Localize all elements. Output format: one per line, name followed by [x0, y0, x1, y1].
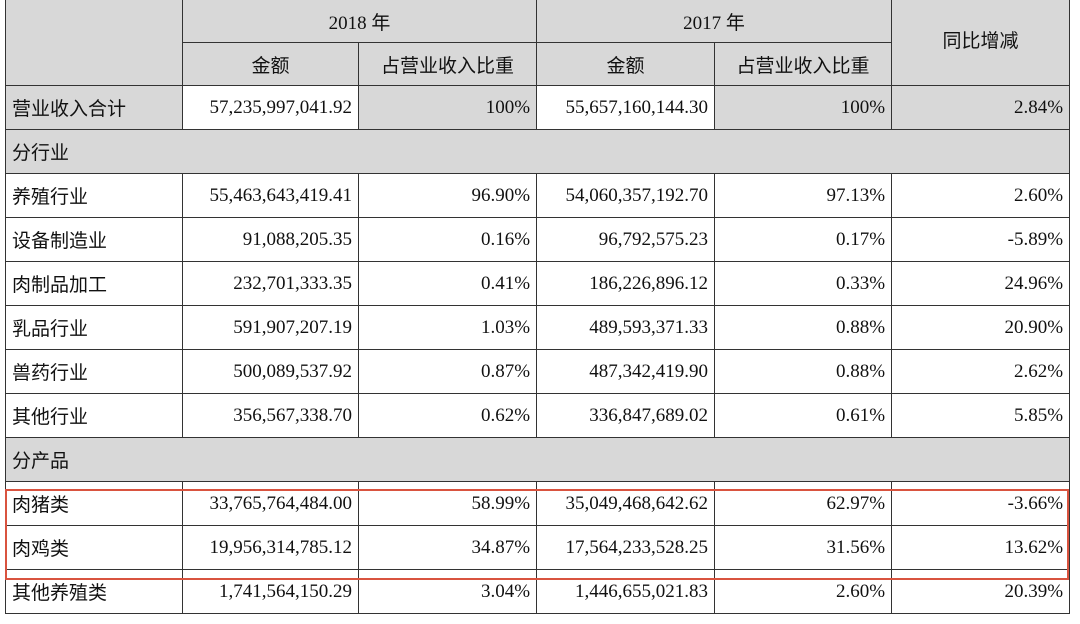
- table-row: 其他养殖类 1,741,564,150.29 3.04% 1,446,655,021.…: [5, 569, 1071, 614]
- section-label: 分行业: [4, 129, 1071, 174]
- row-label: 其他行业: [5, 393, 183, 438]
- share-2017: 0.88%: [714, 349, 893, 394]
- share-2018: 58.99%: [357, 481, 538, 526]
- header-yoy: 同比增减: [891, 0, 1071, 86]
- header-amount-2017: 金额: [536, 42, 716, 86]
- header-2018: 2018 年: [181, 0, 538, 43]
- yoy-change: 2.84%: [891, 85, 1071, 130]
- share-2018: 96.90%: [357, 173, 538, 218]
- header-row-years: 2018 年 2017 年 同比增减: [5, 0, 1071, 86]
- share-2017: 0.33%: [714, 261, 893, 306]
- amount-2017: 55,657,160,144.30: [536, 85, 716, 130]
- amount-2017: 35,049,468,642.62: [536, 481, 716, 526]
- section-row-industry: 分行业: [4, 129, 1071, 174]
- row-label: 营业收入合计: [5, 85, 183, 130]
- amount-2017: 96,792,575.23: [536, 217, 716, 262]
- share-2018: 0.87%: [357, 349, 538, 394]
- amount-2018: 232,701,333.35: [182, 261, 359, 306]
- amount-2018: 91,088,205.35: [182, 217, 359, 262]
- row-label: 其他养殖类: [5, 569, 183, 614]
- share-2017: 62.97%: [714, 481, 893, 526]
- row-label: 设备制造业: [5, 217, 183, 262]
- amount-2018: 33,765,764,484.00: [182, 481, 359, 526]
- header-share-2018: 占营业收入比重: [357, 42, 538, 86]
- share-2017: 2.60%: [714, 569, 893, 614]
- revenue-table: 2018 年 2017 年 同比增减 金额 占营业收入比重 金额 占营业收入比重…: [4, 0, 1071, 614]
- amount-2018: 356,567,338.70: [182, 393, 359, 438]
- share-2017: 0.61%: [714, 393, 893, 438]
- share-2017: 31.56%: [714, 525, 893, 570]
- yoy-change: 13.62%: [891, 525, 1071, 570]
- table-row: 养殖行业 55,463,643,419.41 96.90% 54,060,357,19…: [5, 173, 1071, 218]
- header-row-cols: 金额 占营业收入比重 金额 占营业收入比重: [6, 42, 1070, 86]
- amount-2018: 57,235,997,041.92: [182, 85, 359, 130]
- table-row: 乳品行业 591,907,207.19 1.03% 489,593,371.33 0.8…: [5, 305, 1071, 350]
- yoy-change: -5.89%: [891, 217, 1071, 262]
- share-2018: 1.03%: [357, 305, 538, 350]
- table-row: 肉鸡类 19,956,314,785.12 34.87% 17,564,233,528…: [5, 525, 1071, 570]
- header-2017: 2017 年: [536, 0, 893, 43]
- header-amount-2018: 金额: [182, 42, 359, 86]
- share-2017: 0.17%: [714, 217, 893, 262]
- yoy-change: 24.96%: [891, 261, 1071, 306]
- share-2017: 0.88%: [714, 305, 893, 350]
- row-label: 乳品行业: [5, 305, 183, 350]
- table-row: 兽药行业 500,089,537.92 0.87% 487,342,419.90 0.8…: [5, 349, 1071, 394]
- amount-2018: 55,463,643,419.41: [182, 173, 359, 218]
- amount-2018: 19,956,314,785.12: [182, 525, 359, 570]
- amount-2017: 1,446,655,021.83: [536, 569, 716, 614]
- amount-2017: 487,342,419.90: [536, 349, 716, 394]
- yoy-change: 20.39%: [891, 569, 1071, 614]
- section-label: 分产品: [4, 437, 1071, 482]
- row-label: 养殖行业: [5, 173, 183, 218]
- share-2018: 0.16%: [357, 217, 538, 262]
- header-share-2017: 占营业收入比重: [714, 42, 893, 86]
- share-2017: 97.13%: [714, 173, 893, 218]
- row-label: 肉猪类: [5, 481, 183, 526]
- row-label: 肉鸡类: [5, 525, 183, 570]
- share-2017: 100%: [714, 85, 893, 130]
- row-label: 肉制品加工: [5, 261, 183, 306]
- share-2018: 100%: [357, 85, 538, 130]
- share-2018: 0.41%: [357, 261, 538, 306]
- amount-2018: 591,907,207.19: [182, 305, 359, 350]
- table-row: 肉制品加工 232,701,333.35 0.41% 186,226,896.12 0.…: [5, 261, 1071, 306]
- total-row: 营业收入合计 57,235,997,041.92 100% 55,657,160…: [5, 85, 1071, 130]
- table-row: 其他行业 356,567,338.70 0.62% 336,847,689.02 0.6…: [5, 393, 1071, 438]
- row-label: 兽药行业: [5, 349, 183, 394]
- yoy-change: 20.90%: [891, 305, 1071, 350]
- share-2018: 34.87%: [357, 525, 538, 570]
- header-corner: [5, 0, 183, 86]
- amount-2018: 1,741,564,150.29: [182, 569, 359, 614]
- yoy-change: 2.62%: [891, 349, 1071, 394]
- amount-2017: 17,564,233,528.25: [536, 525, 716, 570]
- yoy-change: 2.60%: [891, 173, 1071, 218]
- amount-2017: 54,060,357,192.70: [536, 173, 716, 218]
- share-2018: 3.04%: [357, 569, 538, 614]
- yoy-change: -3.66%: [891, 481, 1071, 526]
- amount-2017: 186,226,896.12: [536, 261, 716, 306]
- table-row: 肉猪类 33,765,764,484.00 58.99% 35,049,468,642…: [5, 481, 1071, 526]
- amount-2017: 489,593,371.33: [536, 305, 716, 350]
- section-row-product: 分产品: [4, 437, 1071, 482]
- yoy-change: 5.85%: [891, 393, 1071, 438]
- table-row: 设备制造业 91,088,205.35 0.16% 96,792,575.23 0.17…: [5, 217, 1071, 262]
- amount-2017: 336,847,689.02: [536, 393, 716, 438]
- share-2018: 0.62%: [357, 393, 538, 438]
- amount-2018: 500,089,537.92: [182, 349, 359, 394]
